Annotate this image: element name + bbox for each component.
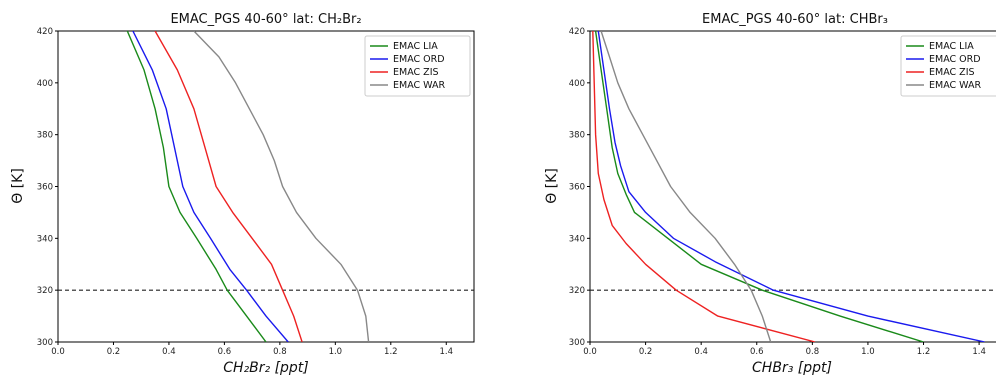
- x-tick-label: 0.2: [107, 347, 121, 357]
- y-tick-label: 400: [37, 79, 53, 89]
- chart-right: EMAC_PGS 40-60° lat: CHBr₃ 3003203403603…: [544, 12, 996, 376]
- x-tick-label: 1.0: [861, 347, 875, 357]
- x-tick-label: 0.2: [639, 347, 653, 357]
- y-ticks-left: 300 320 340 360 380 400 420: [37, 27, 58, 348]
- x-tick-label: 1.2: [384, 347, 398, 357]
- series-group-right: [592, 31, 985, 342]
- x-axis-label-left: CH₂Br₂ [ppt]: [223, 360, 309, 376]
- y-axis-label-left: Θ [K]: [10, 168, 26, 204]
- legend-entry: EMAC ZIS: [929, 67, 975, 78]
- x-tick-label: 0.0: [583, 347, 597, 357]
- y-tick-label: 300: [37, 338, 53, 348]
- y-tick-label: 400: [569, 79, 585, 89]
- series-line-emac-ord: [597, 31, 985, 342]
- x-tick-label: 1.4: [440, 347, 454, 357]
- legend-right: EMAC LIA EMAC ORD EMAC ZIS EMAC WAR: [900, 35, 996, 97]
- y-tick-label: 380: [569, 131, 585, 141]
- legend-box: [364, 35, 471, 97]
- x-tick-label: 0.4: [162, 347, 176, 357]
- y-tick-label: 320: [37, 286, 53, 296]
- x-tick-label: 0.4: [694, 347, 708, 357]
- legend-entry: EMAC LIA: [929, 41, 974, 52]
- legend-entry: EMAC ZIS: [393, 67, 439, 78]
- x-axis-label-right: CHBr₃ [ppt]: [752, 360, 832, 376]
- y-tick-label: 380: [37, 131, 53, 141]
- y-tick-label: 340: [569, 234, 585, 244]
- legend-entry: EMAC WAR: [929, 80, 982, 91]
- legend-left: EMAC LIA EMAC ORD EMAC ZIS EMAC WAR: [364, 35, 471, 97]
- legend-entry: EMAC WAR: [393, 80, 446, 91]
- chart-title-right: EMAC_PGS 40-60° lat: CHBr₃: [702, 12, 888, 27]
- y-tick-label: 360: [37, 183, 53, 193]
- series-line-emac-zis: [592, 31, 816, 342]
- legend-entry: EMAC ORD: [393, 54, 445, 65]
- series-line-emac-war: [193, 31, 370, 342]
- x-tick-label: 1.0: [329, 347, 343, 357]
- y-tick-label: 340: [37, 234, 53, 244]
- series-group-left: [126, 31, 370, 342]
- y-ticks-right: 300 320 340 360 380 400 420: [569, 27, 590, 348]
- x-tick-label: 0.6: [750, 347, 764, 357]
- x-tick-label: 0.6: [218, 347, 232, 357]
- series-line-emac-zis: [154, 31, 303, 342]
- y-tick-label: 320: [569, 286, 585, 296]
- y-tick-label: 420: [569, 27, 585, 37]
- series-line-emac-lia: [126, 31, 267, 342]
- series-line-emac-lia: [594, 31, 924, 342]
- y-axis-label-right: Θ [K]: [544, 168, 560, 204]
- chart-left: EMAC_PGS 40-60° lat: CH₂Br₂ 300 320 340 360…: [10, 12, 475, 376]
- series-line-emac-war: [600, 31, 772, 342]
- legend-entry: EMAC LIA: [393, 41, 438, 52]
- x-tick-label: 0.0: [51, 347, 65, 357]
- x-ticks-left: 0.0 0.2 0.4 0.6 0.8 1.0 1.2 1.4: [51, 342, 453, 357]
- x-ticks-right: 0.0 0.2 0.4 0.6 0.8 1.0 1.2 1.4: [583, 342, 986, 357]
- x-tick-label: 0.8: [806, 347, 820, 357]
- chart-title-left: EMAC_PGS 40-60° lat: CH₂Br₂: [170, 12, 361, 27]
- y-tick-label: 360: [569, 183, 585, 193]
- x-tick-label: 0.8: [273, 347, 287, 357]
- legend-box: [900, 35, 996, 97]
- series-line-emac-ord: [132, 31, 289, 342]
- y-tick-label: 420: [37, 27, 53, 37]
- x-tick-label: 1.2: [917, 347, 931, 357]
- x-tick-label: 1.4: [972, 347, 986, 357]
- y-tick-label: 300: [569, 338, 585, 348]
- legend-entry: EMAC ORD: [929, 54, 981, 65]
